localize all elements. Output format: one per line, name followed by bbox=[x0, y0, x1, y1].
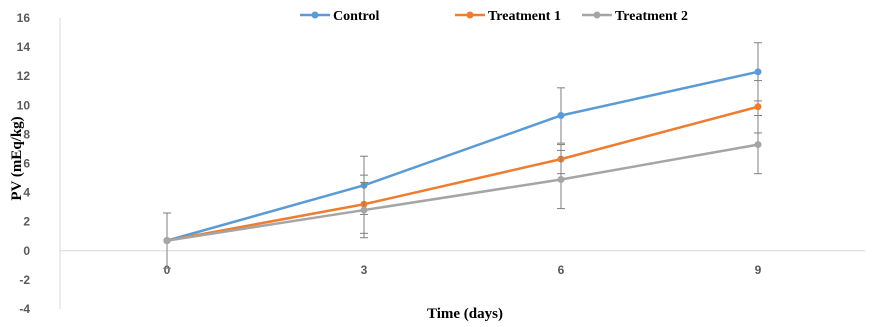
legend-label: Control bbox=[333, 9, 380, 24]
y-tick-label: 12 bbox=[17, 69, 31, 83]
chart-legend: Control Treatment 1 Treatment 2 bbox=[300, 9, 688, 24]
legend-swatch-marker bbox=[466, 11, 474, 19]
y-tick-label: 14 bbox=[17, 40, 31, 54]
y-tick-label: 2 bbox=[23, 215, 30, 229]
legend-item: Treatment 1 bbox=[455, 9, 561, 24]
series-control bbox=[163, 42, 762, 269]
legend-swatch-marker bbox=[593, 11, 601, 19]
y-tick-label: 10 bbox=[17, 98, 31, 112]
y-tick-label: 4 bbox=[23, 186, 30, 200]
data-point bbox=[360, 206, 368, 214]
x-tick-label: 3 bbox=[361, 263, 368, 277]
y-tick-label: 16 bbox=[17, 11, 31, 25]
data-point bbox=[557, 176, 565, 184]
series-line bbox=[166, 143, 759, 242]
legend-label: Treatment 1 bbox=[488, 9, 561, 24]
series-line bbox=[166, 70, 759, 242]
data-point bbox=[163, 237, 171, 245]
y-axis-title: PV (mEq/kg) bbox=[9, 116, 25, 200]
data-point bbox=[557, 111, 565, 119]
y-tick-label: -2 bbox=[19, 273, 30, 287]
series-layer bbox=[163, 42, 762, 269]
x-tick-label: 6 bbox=[558, 263, 565, 277]
series-treatment-1 bbox=[163, 80, 762, 245]
x-axis-title: Time (days) bbox=[427, 306, 503, 322]
y-axis-ticks: -4 -2 0 2 4 6 8 10 12 14 16 bbox=[17, 11, 31, 316]
data-point bbox=[754, 141, 762, 149]
series-line bbox=[166, 105, 759, 242]
data-point bbox=[754, 103, 762, 111]
legend-item: Treatment 2 bbox=[582, 9, 688, 24]
legend-label: Treatment 2 bbox=[615, 9, 688, 24]
x-tick-label: 0 bbox=[164, 263, 171, 277]
y-tick-label: 8 bbox=[23, 127, 30, 141]
y-tick-label: -4 bbox=[19, 302, 30, 316]
x-tick-label: 9 bbox=[755, 263, 762, 277]
legend-item: Control bbox=[300, 9, 380, 24]
data-point bbox=[754, 68, 762, 76]
y-tick-label: 6 bbox=[23, 157, 30, 171]
chart-axes bbox=[59, 18, 865, 309]
series-treatment-2 bbox=[163, 114, 762, 245]
legend-swatch-marker bbox=[311, 11, 319, 19]
y-tick-label: 0 bbox=[23, 244, 30, 258]
x-axis-ticks: 0 3 6 9 bbox=[164, 263, 762, 277]
